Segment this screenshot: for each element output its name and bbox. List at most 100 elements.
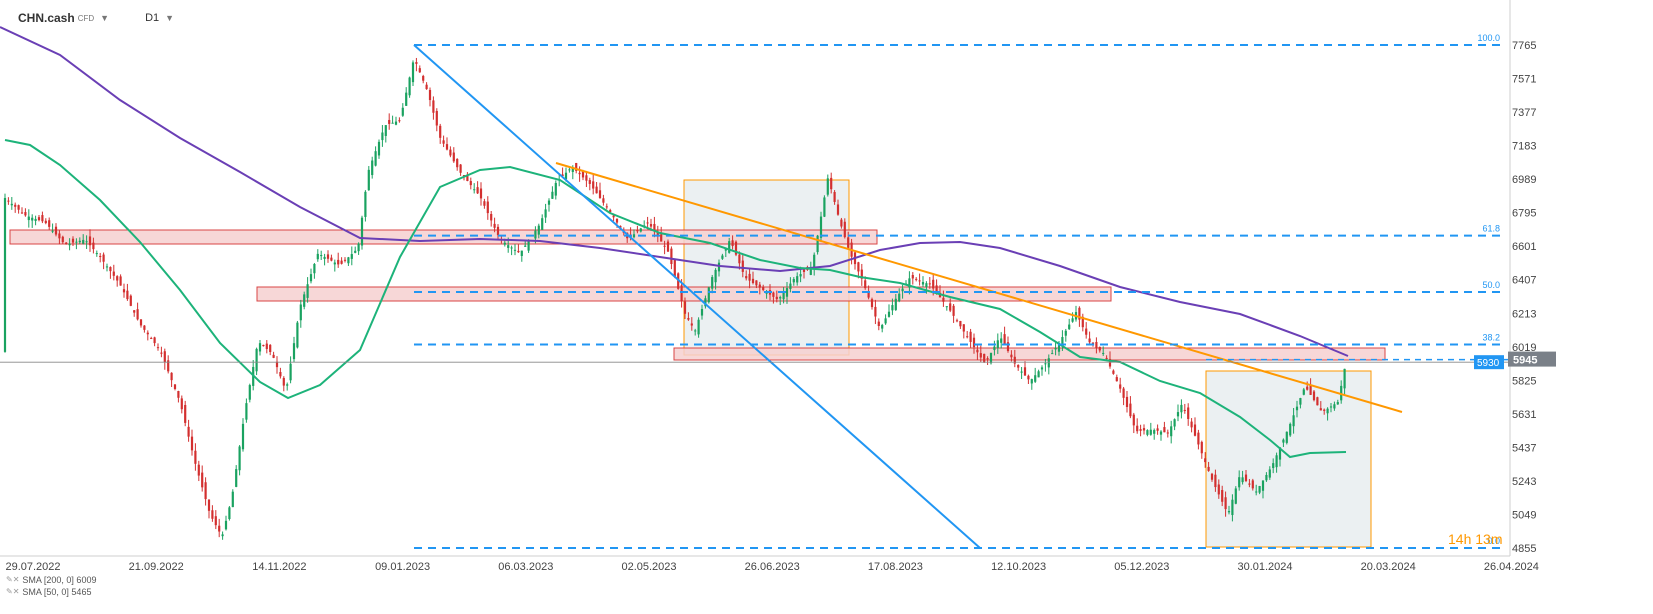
candle-body: [524, 245, 527, 247]
candle-body: [1142, 428, 1146, 431]
x-tick-label: 20.03.2024: [1361, 561, 1416, 573]
candle-body: [711, 277, 714, 289]
symbol-dropdown-icon[interactable]: ▼: [100, 13, 110, 23]
candle-body: [738, 254, 741, 264]
candle-body: [384, 125, 387, 136]
x-tick-label: 29.07.2022: [5, 561, 60, 573]
candle-body: [1210, 473, 1214, 480]
candle-body: [1010, 354, 1013, 358]
candle-body: [1333, 404, 1336, 409]
candle-body: [1037, 371, 1040, 378]
candle-body: [799, 274, 802, 277]
candle-body: [1200, 441, 1203, 454]
candle-body: [748, 273, 751, 281]
candle-body: [541, 218, 544, 230]
sma50-label: SMA [50, 0] 5465: [22, 587, 92, 597]
candle-body: [602, 198, 605, 203]
candle-body: [381, 132, 384, 141]
candle-body: [728, 241, 731, 253]
candle-body: [884, 318, 887, 324]
candle-body: [527, 240, 530, 251]
candle-body: [333, 262, 336, 265]
candle-body: [61, 236, 64, 243]
candle-body: [1064, 330, 1067, 336]
candle-body: [860, 269, 863, 279]
candle-body: [150, 338, 153, 340]
candle-body: [972, 337, 976, 348]
candle-body: [1180, 404, 1183, 413]
fib-label: 0.0: [1487, 536, 1500, 546]
resistance-zone: [673, 347, 1386, 361]
candle-body: [391, 122, 394, 124]
candle-body: [979, 353, 982, 358]
lines-layer: [413, 44, 1403, 549]
candle-body: [1071, 318, 1074, 322]
candle-body: [755, 280, 758, 286]
candle-body: [102, 254, 105, 262]
candle-body: [921, 281, 925, 285]
candle-body: [180, 398, 183, 410]
candle-body: [1176, 412, 1180, 417]
candle-body: [1207, 466, 1210, 471]
candle-body: [1027, 375, 1030, 380]
candle-body: [306, 284, 309, 298]
candle-body: [1068, 324, 1071, 330]
candle-body: [388, 119, 391, 124]
candle-body: [1085, 328, 1088, 335]
candle-body: [496, 226, 500, 236]
candle-body: [476, 187, 479, 194]
x-tick-label: 26.04.2024: [1484, 561, 1539, 573]
candle-body: [71, 238, 75, 243]
candle-body: [697, 319, 700, 335]
candle-body: [292, 343, 296, 360]
candle-body: [1316, 397, 1319, 406]
candle-body: [1112, 370, 1115, 374]
candle-body: [228, 507, 231, 520]
timeframe-dropdown-icon[interactable]: ▼: [165, 13, 175, 23]
candle-body: [337, 259, 340, 265]
candle-body: [153, 337, 156, 344]
candle-body: [561, 174, 564, 177]
fib-label: 38.2: [1482, 333, 1500, 343]
candle-body: [85, 241, 88, 243]
candle-body: [68, 243, 71, 246]
candle-body: [745, 276, 748, 279]
timeframe-selector[interactable]: D1: [145, 12, 160, 24]
edit-icon[interactable]: ✎✕: [6, 587, 20, 596]
candle-body: [258, 343, 262, 352]
sma200-legend[interactable]: ✎✕ SMA [200, 0] 6009: [6, 574, 96, 586]
candle-body: [238, 446, 241, 471]
candle-body: [857, 262, 860, 272]
candle-body: [1323, 409, 1326, 411]
candle-body: [1146, 430, 1149, 435]
candle-body: [911, 275, 914, 279]
candle-body: [605, 206, 608, 208]
edit-icon[interactable]: ✎✕: [6, 575, 20, 584]
candle-body: [632, 234, 636, 238]
symbol-name[interactable]: CHN.cash: [18, 11, 75, 25]
sma50-legend[interactable]: ✎✕ SMA [50, 0] 5465: [6, 586, 96, 598]
candle-body: [1309, 384, 1312, 395]
candle-body: [823, 197, 826, 217]
candle-body: [265, 343, 268, 350]
x-tick-label: 12.10.2023: [991, 561, 1046, 573]
candle-body: [636, 230, 639, 232]
candle-body: [371, 160, 374, 176]
candle-body: [942, 297, 945, 302]
candle-body: [1163, 427, 1166, 433]
candle-body: [92, 242, 95, 250]
candle-body: [1173, 419, 1176, 427]
candle-body: [993, 346, 996, 351]
candle-body: [133, 310, 136, 313]
candle-body: [207, 499, 211, 511]
trend-line-blue: [413, 44, 981, 549]
candle-body: [48, 220, 51, 227]
candle-body: [279, 372, 282, 377]
candle-body: [442, 140, 445, 144]
candle-body: [1190, 421, 1193, 428]
candle-body: [241, 423, 245, 450]
candle-body: [374, 151, 377, 166]
candle-body: [568, 169, 571, 171]
candle-body: [785, 288, 789, 297]
